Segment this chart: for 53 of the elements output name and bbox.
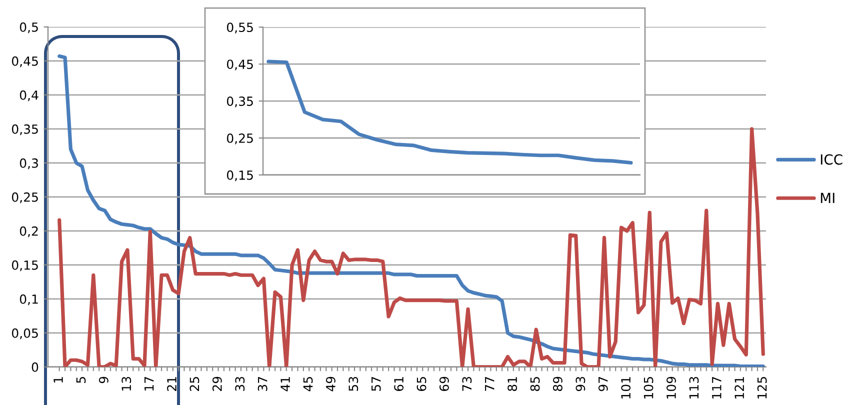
x-tick-label: 49	[326, 376, 336, 392]
x-tick-label: 5	[76, 377, 86, 383]
x-tick-label: 25	[190, 377, 200, 391]
y-tick-label: 0,3	[20, 158, 38, 170]
y-tick-label: 0,55	[226, 22, 253, 34]
legend-label: MI	[820, 192, 834, 203]
x-tick-label: 97	[598, 377, 608, 392]
line-series	[266, 60, 633, 165]
y-tick-label: 0,15	[226, 170, 253, 182]
x-tick-label: 121	[734, 377, 744, 398]
y-tick-label: 0,25	[12, 192, 38, 204]
x-tick-label: 113	[689, 376, 699, 398]
y-tick-label: 0	[32, 362, 38, 372]
y-tick-label: 0,4	[20, 90, 38, 102]
y-tick-label: 0,35	[12, 124, 38, 136]
y-tick-label: 0,15	[12, 260, 38, 272]
x-tick-label: 29	[212, 376, 222, 391]
x-tick-label: 9	[98, 376, 108, 384]
x-tick-label: 13	[122, 376, 132, 390]
x-tick-label: 33	[235, 376, 245, 391]
x-tick-label: 69	[439, 376, 449, 391]
x-tick-label: 89	[553, 376, 562, 392]
x-tick-label: 37	[258, 377, 268, 391]
y-tick-label: 0,25	[226, 133, 253, 144]
x-tick-label: 125	[757, 377, 767, 398]
x-tick-label: 77	[485, 377, 494, 391]
x-tick-label: 117	[712, 377, 722, 398]
x-tick-label: 53	[348, 376, 358, 391]
x-tick-label: 57	[372, 377, 381, 391]
x-tick-label: 45	[303, 377, 313, 392]
y-tick-label: 0,05	[12, 328, 38, 340]
y-tick-label: 0,5	[20, 22, 38, 34]
y-tick-label: 0,2	[20, 226, 38, 238]
x-tick-label: 65	[416, 377, 426, 391]
x-tick-label: 109	[666, 376, 676, 398]
x-tick-label: 93	[576, 376, 586, 392]
line-series	[58, 54, 765, 367]
x-tick-label: 21	[167, 377, 176, 391]
y-tick-label: 0,45	[12, 56, 38, 68]
x-tick-label: 41	[280, 377, 290, 392]
x-tick-label: 61	[394, 377, 404, 391]
line-series	[58, 127, 765, 367]
y-tick-label: 0,1	[20, 294, 38, 306]
x-tick-label: 81	[508, 377, 518, 392]
x-tick-label: 105	[644, 377, 654, 398]
y-tick-label: 0,35	[226, 96, 253, 108]
x-tick-label: 17	[144, 377, 154, 390]
x-tick-label: 1	[54, 377, 63, 383]
x-tick-label: 73	[462, 376, 472, 391]
legend-label: ICC	[820, 154, 842, 165]
x-tick-label: 101	[621, 377, 631, 398]
y-tick-label: 0,45	[226, 60, 253, 70]
x-tick-label: 85	[530, 377, 540, 392]
